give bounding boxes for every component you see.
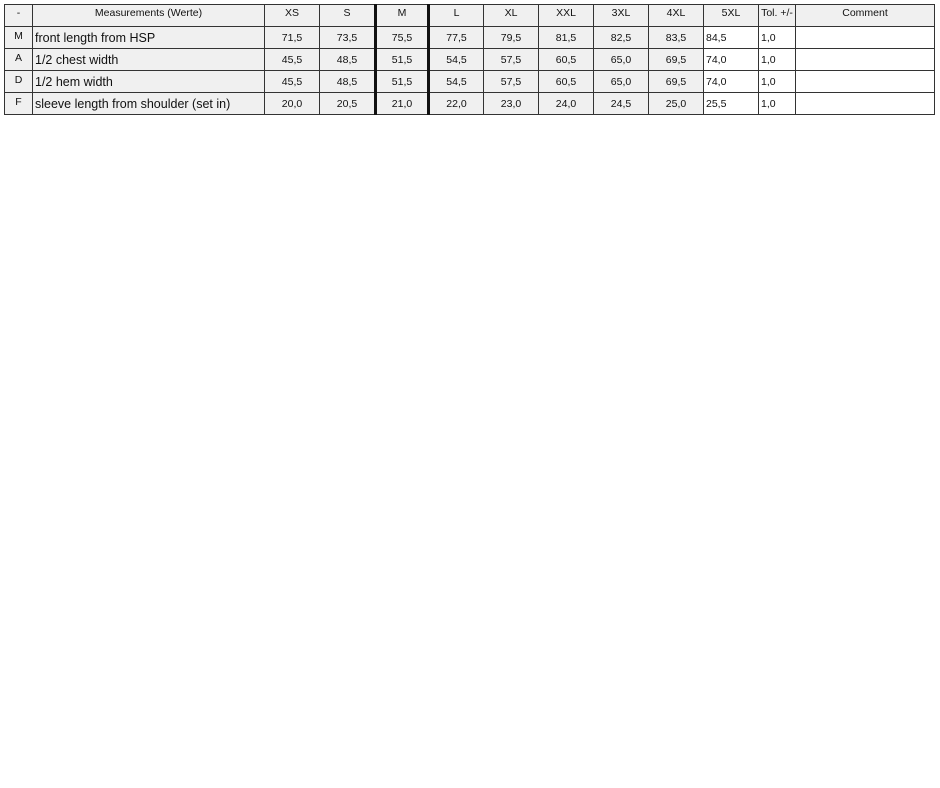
size-value: 73,5 xyxy=(319,26,376,49)
size-value: 54,5 xyxy=(427,70,484,93)
size-value: 22,0 xyxy=(427,92,484,115)
size-value: 20,5 xyxy=(319,92,376,115)
size-value: 83,5 xyxy=(648,26,704,49)
size-value: 75,5 xyxy=(374,26,429,49)
column-header: Comment xyxy=(795,4,935,27)
measurement-name: sleeve length from shoulder (set in) xyxy=(32,92,265,115)
size-value: 69,5 xyxy=(648,48,704,71)
column-header: Tol. +/- xyxy=(758,4,796,27)
header-row: - Measurements (Werte) XS S M L XL XXL 3XL 4XL 5XL… xyxy=(4,4,935,27)
size-value: 54,5 xyxy=(427,48,484,71)
comment-cell xyxy=(795,48,935,71)
tolerance-value: 1,0 xyxy=(758,48,796,71)
size-value: 65,0 xyxy=(593,70,649,93)
measurement-name: 1/2 hem width xyxy=(32,70,265,93)
size-value: 57,5 xyxy=(483,70,539,93)
size-value: 48,5 xyxy=(319,70,376,93)
table-row: A 1/2 chest width 45,5 48,5 51,5 54,5 57,5 60,5… xyxy=(4,48,935,71)
size-value: 69,5 xyxy=(648,70,704,93)
column-header: Measurements (Werte) xyxy=(32,4,265,27)
measurement-code: M xyxy=(4,26,33,49)
column-header: L xyxy=(427,4,484,27)
size-value: 45,5 xyxy=(264,70,320,93)
measurement-name: 1/2 chest width xyxy=(32,48,265,71)
comment-cell xyxy=(795,92,935,115)
size-value: 21,0 xyxy=(374,92,429,115)
column-header: 4XL xyxy=(648,4,704,27)
measurement-name: front length from HSP xyxy=(32,26,265,49)
measurement-code: F xyxy=(4,92,33,115)
column-header: XXL xyxy=(538,4,594,27)
size-value: 71,5 xyxy=(264,26,320,49)
size-value: 51,5 xyxy=(374,48,429,71)
measurement-code: A xyxy=(4,48,33,71)
size-value: 48,5 xyxy=(319,48,376,71)
size-value: 25,5 xyxy=(703,92,759,115)
size-value: 23,0 xyxy=(483,92,539,115)
size-value: 25,0 xyxy=(648,92,704,115)
size-value: 51,5 xyxy=(374,70,429,93)
column-header: M xyxy=(374,4,429,27)
size-value: 45,5 xyxy=(264,48,320,71)
tolerance-value: 1,0 xyxy=(758,26,796,49)
size-value: 77,5 xyxy=(427,26,484,49)
column-header: XL xyxy=(483,4,539,27)
column-header: S xyxy=(319,4,376,27)
size-value: 57,5 xyxy=(483,48,539,71)
size-value: 24,0 xyxy=(538,92,594,115)
size-value: 60,5 xyxy=(538,48,594,71)
size-value: 65,0 xyxy=(593,48,649,71)
table-row: D 1/2 hem width 45,5 48,5 51,5 54,5 57,5 60,5 65… xyxy=(4,70,935,93)
measurement-code: D xyxy=(4,70,33,93)
size-value: 24,5 xyxy=(593,92,649,115)
tolerance-value: 1,0 xyxy=(758,70,796,93)
size-value: 84,5 xyxy=(703,26,759,49)
size-value: 82,5 xyxy=(593,26,649,49)
column-header: 3XL xyxy=(593,4,649,27)
size-value: 79,5 xyxy=(483,26,539,49)
size-value: 74,0 xyxy=(703,70,759,93)
size-value: 81,5 xyxy=(538,26,594,49)
comment-cell xyxy=(795,26,935,49)
column-header: - xyxy=(4,4,33,27)
comment-cell xyxy=(795,70,935,93)
tolerance-value: 1,0 xyxy=(758,92,796,115)
column-header: XS xyxy=(264,4,320,27)
size-value: 20,0 xyxy=(264,92,320,115)
size-value: 60,5 xyxy=(538,70,594,93)
size-value: 74,0 xyxy=(703,48,759,71)
size-measurement-table: - Measurements (Werte) XS S M L XL XXL 3XL 4XL 5XL… xyxy=(4,4,935,115)
column-header: 5XL xyxy=(703,4,759,27)
